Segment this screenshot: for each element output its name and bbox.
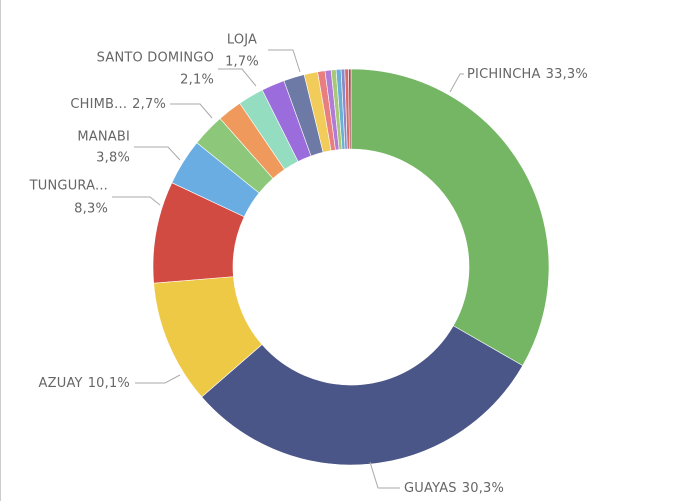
leader-line	[268, 49, 301, 73]
leader-line	[134, 146, 181, 161]
donut-slice	[201, 325, 524, 466]
slice-label: GUAYAS 30,3%	[404, 481, 504, 496]
slice-name: GUAYAS	[404, 481, 457, 496]
slice-value: 3,8%	[96, 151, 130, 166]
leader-line	[449, 73, 464, 93]
slice-value: 2,7%	[132, 97, 166, 112]
slice-value: 30,3%	[462, 481, 504, 496]
slice-value: 8,3%	[74, 202, 108, 217]
donut-slice	[350, 68, 550, 367]
slice-label: TUNGURA...	[29, 179, 108, 194]
slice-name: CHIMB...	[70, 97, 127, 112]
leader-line	[135, 374, 181, 384]
slice-value: 10,1%	[88, 376, 130, 391]
slice-label: MANABI	[77, 130, 130, 145]
leader-line	[369, 461, 400, 489]
slice-value: 1,7%	[225, 55, 259, 70]
donut-slice	[348, 68, 352, 150]
slice-value: 2,1%	[180, 73, 214, 88]
slice-label: PICHINCHA 33,3%	[467, 67, 588, 82]
slice-label: LOJA	[227, 33, 257, 48]
slice-value: 33,3%	[546, 67, 588, 82]
leader-line	[112, 196, 161, 206]
slice-name: PICHINCHA	[467, 67, 541, 82]
leader-line	[218, 68, 257, 87]
slice-name: AZUAY	[39, 376, 83, 391]
slice-label: CHIMB... 2,7%	[70, 97, 166, 112]
leader-line	[170, 103, 213, 119]
slice-label: AZUAY 10,1%	[39, 376, 130, 391]
slice-label: SANTO DOMINGO	[97, 51, 214, 66]
